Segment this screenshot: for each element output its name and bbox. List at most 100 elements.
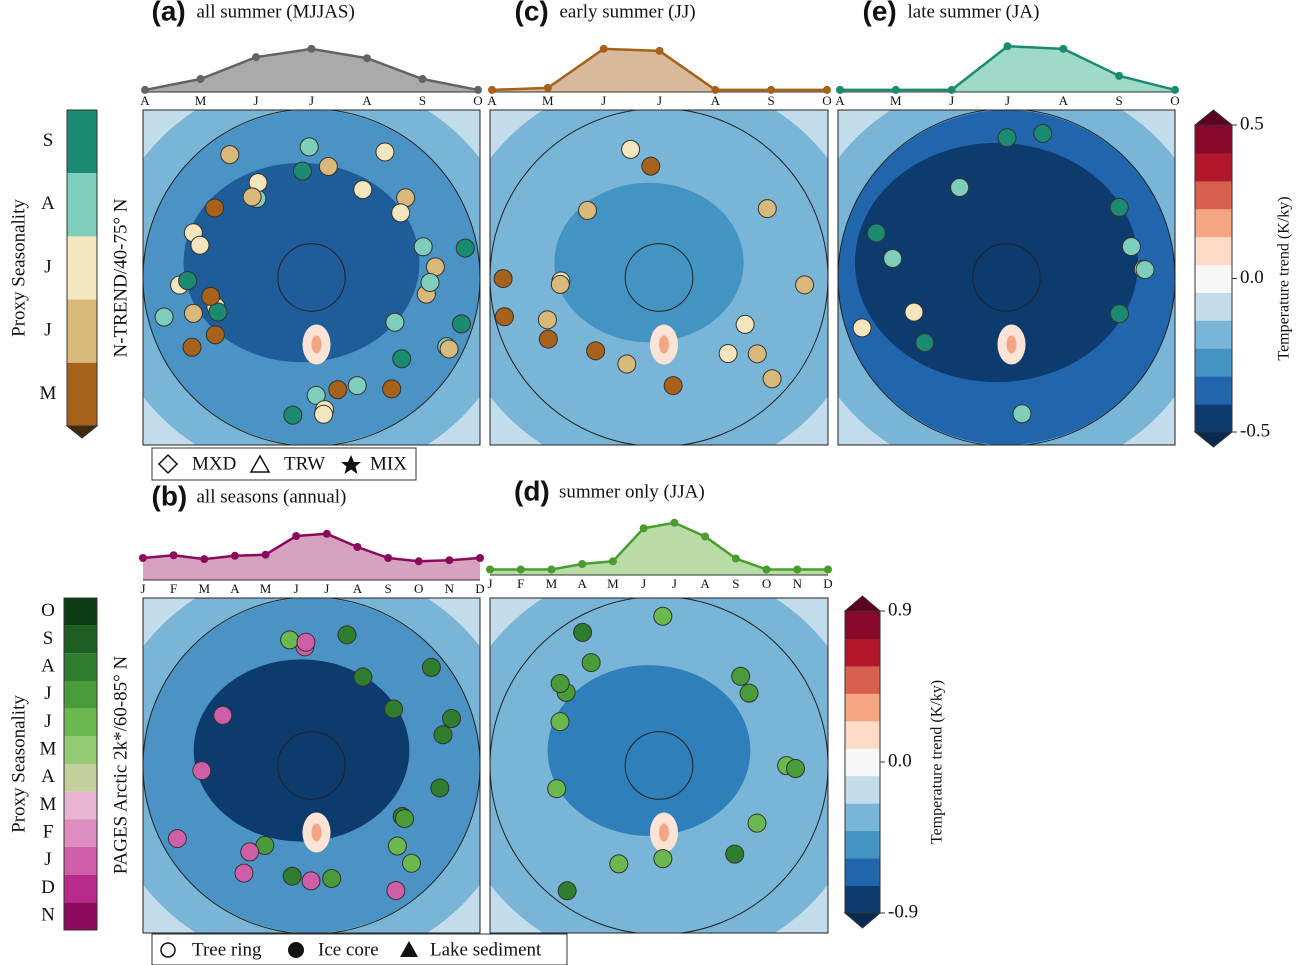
proxy-site [241,843,259,861]
proxy-site [740,684,758,702]
proxy-site [786,760,804,778]
proxy-site [387,882,405,900]
colorbar-band [67,110,97,173]
x-tick-label: A [230,581,240,596]
x-tick-label: A [700,576,710,591]
proxy-site [422,658,440,676]
proxy-site [539,330,557,348]
panel-label: (c) [515,0,549,26]
point [252,53,260,61]
map-warm-spot [312,336,322,354]
figure: N-TREND/40-75° N PAGES Arctic 2k*/60-85°… [0,0,1303,965]
proxy-site [392,204,410,222]
colorbar-label: A [41,766,55,787]
proxy-site [315,405,333,423]
proxy-site [1013,405,1031,423]
point [445,556,453,564]
colorbar-extend [845,596,880,611]
x-tick-label: J [487,576,492,591]
colorbar-band [1195,348,1232,376]
point [578,560,586,568]
x-tick-label: O [414,581,423,596]
colorbar-title: Proxy Seasonality [8,695,29,833]
colorbar-tick-label: -0.5 [1240,420,1270,441]
x-tick-label: D [475,581,484,596]
colorbar-label: J [44,320,51,341]
proxy-site [302,872,320,890]
proxy-site [551,675,569,693]
area [145,49,478,92]
x-tick-label: O [822,93,831,108]
point [200,555,208,563]
colorbar-band [64,653,97,681]
proxy-site [951,178,969,196]
colorbar-label: J [44,683,51,704]
proxy-site [763,370,781,388]
map-field [194,659,410,841]
colorbar-label: S [43,628,54,649]
proxy-site [168,830,186,848]
colorbar-band [1195,181,1232,209]
x-tick-label: F [517,576,524,591]
area [840,46,1175,92]
row-label: PAGES Arctic 2k*/60-85° N [110,655,131,874]
colorbar-band [64,792,97,820]
proxy-site [202,287,220,305]
x-tick-label: O [473,93,482,108]
colorbar-band [64,681,97,709]
point [793,566,801,574]
point [415,557,423,565]
panel-label: (b) [152,480,188,511]
proxy-site [421,273,439,291]
colorbar-extend [67,426,97,438]
point [197,75,205,83]
proxy-site [442,710,460,728]
x-tick-label: J [641,576,646,591]
legend-label: Tree ring [192,939,262,960]
colorbar-label: M [40,383,57,404]
colorbar-label: M [40,794,57,815]
point [308,45,316,53]
proxy-site [402,854,420,872]
x-tick-label: D [823,576,832,591]
colorbar-band [1195,404,1232,432]
proxy-site [1034,124,1052,142]
proxy-site [551,275,569,293]
colorbar-band [845,666,880,694]
colorbar-band [1195,320,1232,348]
point [600,45,608,53]
proxy-site [736,315,754,333]
proxy-site [386,313,404,331]
colorbar-label: N [41,905,55,926]
proxy-site [495,308,513,326]
legend-label: MIX [370,453,407,474]
proxy-site [1122,238,1140,256]
proxy-site [916,334,934,352]
map-field [548,665,751,836]
colorbar-band [845,693,880,721]
colorbar-label: J [44,849,51,870]
proxy-site [905,303,923,321]
x-tick-label: J [253,93,258,108]
colorbar-extend [845,913,880,928]
proxy-site [414,238,432,256]
colorbar-tick-label: 0.5 [1240,113,1264,134]
colorbar-band [845,611,880,639]
map-warm-spot [659,336,669,354]
proxy-site [235,864,253,882]
colorbar-band [67,173,97,236]
x-tick-label: A [711,93,721,108]
colorbar-tick-label: 0.0 [1240,267,1264,288]
proxy-site [183,338,201,356]
colorbar-label: O [41,600,55,621]
proxy-site [587,342,605,360]
proxy-site [582,654,600,672]
x-tick-label: M [198,581,210,596]
proxy-site [193,762,211,780]
x-tick-label: A [362,93,372,108]
proxy-site [206,326,224,344]
proxy-site [283,867,301,885]
colorbar-band [1195,209,1232,237]
colorbar-band [845,831,880,859]
proxy-site [452,315,470,333]
